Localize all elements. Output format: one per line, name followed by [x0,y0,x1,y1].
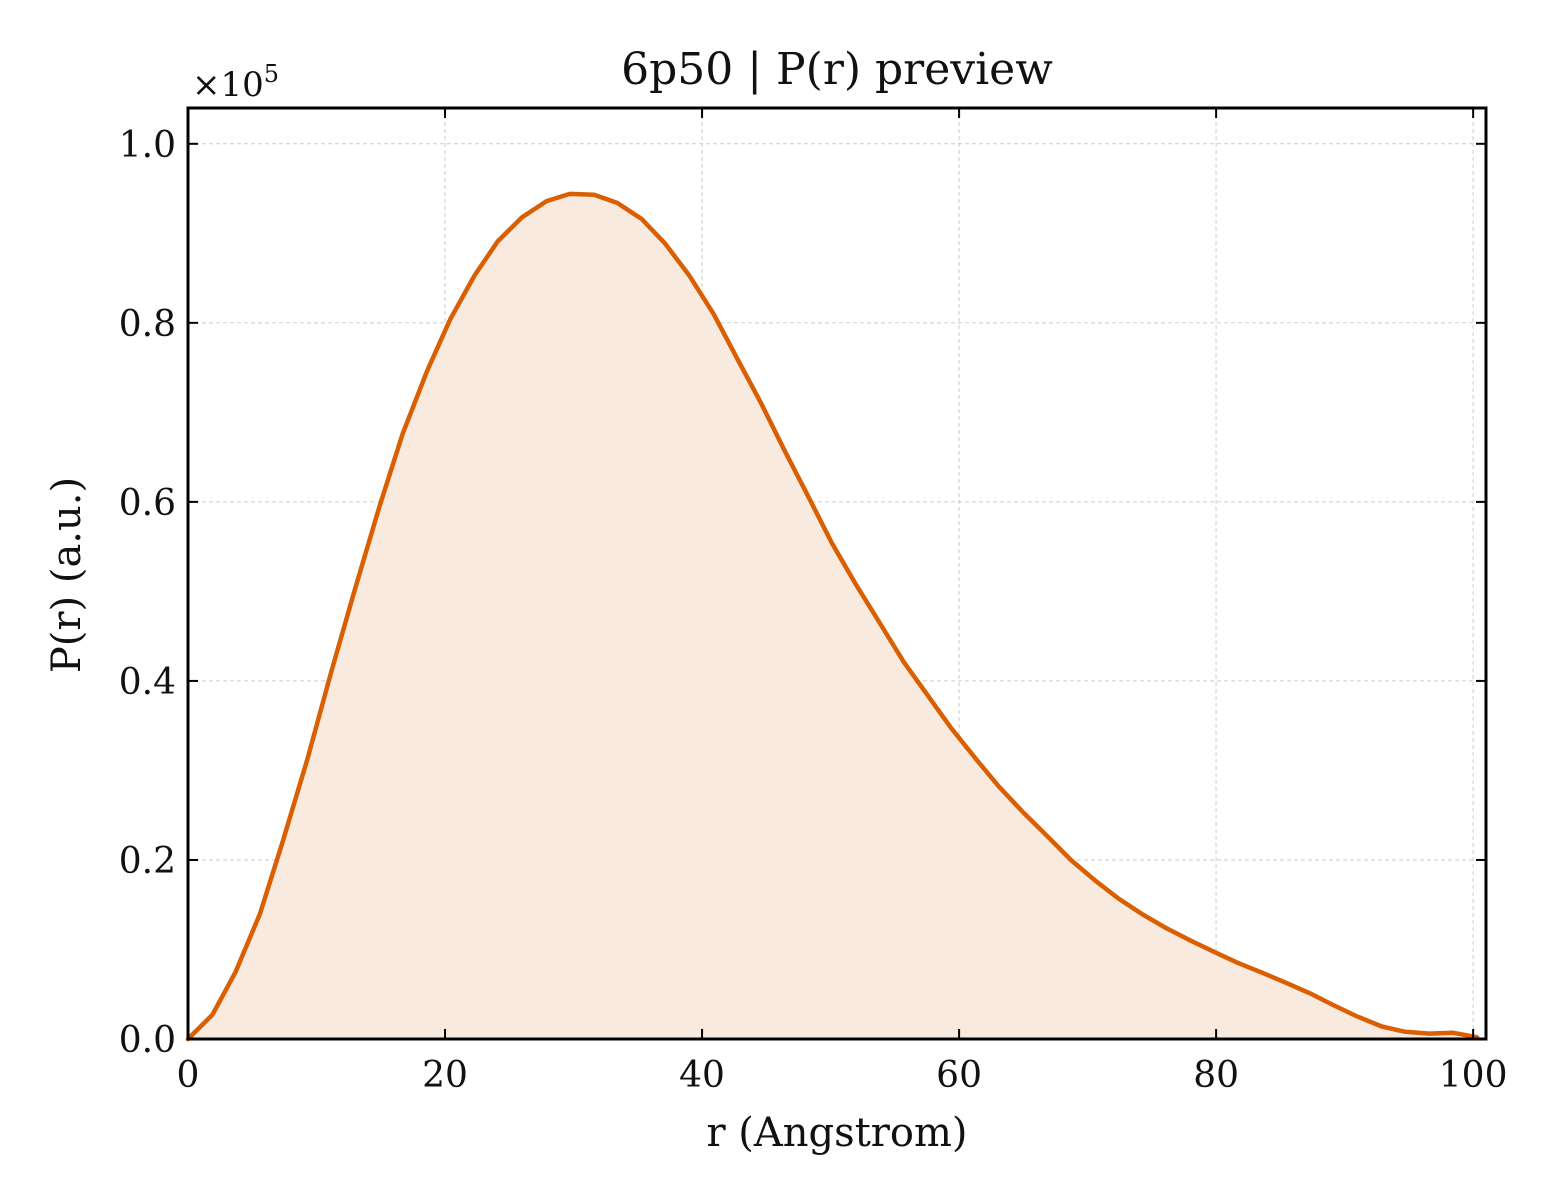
y-tick-label: 1.0 [119,125,176,166]
ticks: 0 20 40 60 80 100 0.0 0.2 0.4 0.6 0.8 1.0 [119,108,1508,1096]
x-tick-label: 80 [1193,1055,1239,1096]
x-axis-label: r (Angstrom) [706,1110,967,1156]
x-tick-label: 20 [422,1055,468,1096]
y-axis-label: P(r) (a.u.) [44,477,90,673]
y-tick-label: 0.0 [119,1020,176,1061]
y-multiplier-exponent: 5 [264,60,279,88]
x-tick-label: 40 [679,1055,725,1096]
series-line [185,191,1480,1042]
y-multiplier-label: ×105 [192,60,279,105]
x-tick-label: 0 [177,1055,200,1096]
area-fill [188,193,1477,1039]
y-multiplier-base: ×10 [192,65,264,105]
y-tick-label: 0.6 [119,483,176,524]
y-tick-label: 0.8 [119,304,176,345]
x-tick-label: 60 [936,1055,982,1096]
chart-title: 6p50 | P(r) preview [621,44,1053,95]
y-tick-label: 0.2 [119,841,176,882]
y-tick-label: 0.4 [119,662,176,703]
x-tick-label: 100 [1439,1055,1508,1096]
plot-frame [186,106,1488,1041]
